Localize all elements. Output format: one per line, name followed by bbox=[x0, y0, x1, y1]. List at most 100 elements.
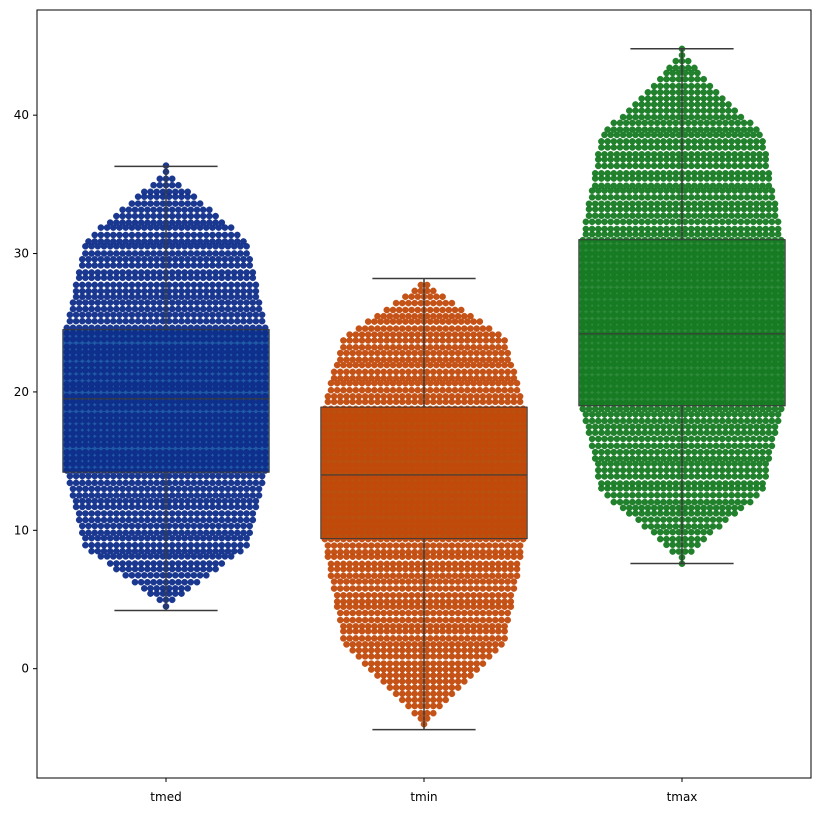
swarm-point bbox=[436, 356, 443, 364]
swarm-point bbox=[398, 542, 406, 549]
swarm-point bbox=[243, 485, 250, 493]
swarm-point bbox=[79, 281, 86, 289]
swarm-point bbox=[199, 454, 207, 462]
swarm-point bbox=[380, 660, 388, 667]
swarm-point bbox=[722, 243, 729, 251]
swarm-point bbox=[230, 385, 238, 393]
swarm-point bbox=[371, 467, 378, 474]
swarm-point bbox=[429, 609, 437, 617]
swarm-point bbox=[585, 336, 593, 344]
swarm-point bbox=[709, 280, 717, 288]
swarm-point bbox=[125, 441, 133, 449]
swarm-point bbox=[218, 367, 226, 374]
swarm-point bbox=[402, 628, 409, 635]
swarm-point bbox=[113, 242, 120, 250]
swarm-point bbox=[604, 243, 611, 251]
swarm-point bbox=[700, 113, 708, 121]
swarm-point bbox=[439, 565, 446, 573]
swarm-point bbox=[261, 367, 269, 374]
swarm-point bbox=[100, 492, 108, 499]
swarm-point bbox=[513, 430, 521, 438]
swarm-point bbox=[672, 292, 680, 300]
swarm-point bbox=[181, 429, 188, 437]
swarm-point bbox=[367, 585, 375, 592]
swarm-point bbox=[367, 609, 375, 617]
swarm-point bbox=[467, 542, 474, 549]
swarm-point bbox=[672, 349, 680, 357]
swarm-point bbox=[402, 485, 409, 492]
swarm-point bbox=[464, 337, 471, 344]
swarm-point bbox=[464, 523, 471, 530]
swarm-point bbox=[100, 448, 108, 456]
swarm-point bbox=[227, 281, 235, 289]
swarm-point bbox=[619, 113, 627, 121]
swarm-point bbox=[386, 553, 394, 561]
swarm-point bbox=[464, 592, 471, 599]
swarm-point bbox=[448, 349, 456, 357]
swarm-point bbox=[482, 417, 490, 424]
swarm-point bbox=[224, 398, 232, 406]
swarm-point bbox=[482, 628, 490, 635]
swarm-point bbox=[190, 224, 198, 231]
swarm-point bbox=[694, 69, 701, 77]
swarm-point bbox=[753, 212, 760, 219]
swarm-point bbox=[579, 305, 587, 312]
swarm-point bbox=[454, 609, 462, 617]
swarm-point bbox=[88, 448, 95, 456]
swarm-point bbox=[470, 565, 477, 573]
swarm-point bbox=[113, 367, 120, 374]
swarm-point bbox=[734, 299, 742, 307]
swarm-point bbox=[666, 175, 673, 182]
swarm-point bbox=[657, 162, 664, 170]
swarm-point bbox=[451, 454, 459, 462]
swarm-point bbox=[383, 331, 391, 338]
swarm-point bbox=[626, 156, 633, 163]
swarm-point bbox=[635, 256, 642, 263]
swarm-point bbox=[688, 162, 695, 170]
swarm-point bbox=[457, 448, 465, 455]
swarm-point bbox=[513, 523, 521, 530]
swarm-point bbox=[485, 653, 493, 660]
swarm-point bbox=[647, 205, 655, 213]
swarm-point bbox=[728, 342, 735, 350]
swarm-point bbox=[759, 324, 766, 331]
swarm-point bbox=[429, 684, 437, 691]
swarm-point bbox=[777, 262, 785, 270]
swarm-point bbox=[460, 585, 468, 592]
swarm-point bbox=[224, 361, 232, 369]
swarm-point bbox=[488, 430, 496, 438]
swarm-point bbox=[162, 411, 170, 419]
swarm-point bbox=[439, 492, 446, 500]
swarm-point bbox=[408, 361, 415, 369]
swarm-point bbox=[719, 230, 726, 238]
swarm-point bbox=[700, 187, 708, 194]
swarm-point bbox=[100, 385, 108, 393]
swarm-point bbox=[150, 242, 157, 250]
swarm-point bbox=[193, 206, 201, 214]
swarm-point bbox=[495, 379, 502, 387]
swarm-point bbox=[340, 510, 347, 517]
swarm-point bbox=[485, 641, 493, 648]
swarm-point bbox=[479, 368, 487, 376]
swarm-point bbox=[371, 430, 378, 438]
swarm-point bbox=[653, 144, 661, 151]
swarm-point bbox=[697, 243, 704, 251]
swarm-point bbox=[728, 274, 735, 281]
swarm-point bbox=[361, 368, 369, 376]
swarm-point bbox=[94, 441, 102, 449]
swarm-point bbox=[255, 441, 263, 449]
swarm-point bbox=[343, 616, 350, 624]
swarm-point bbox=[697, 349, 704, 357]
swarm-point bbox=[196, 231, 204, 239]
swarm-point bbox=[168, 441, 176, 449]
swarm-point bbox=[150, 212, 157, 220]
swarm-point bbox=[510, 553, 518, 561]
swarm-point bbox=[395, 379, 403, 387]
swarm-point bbox=[436, 398, 443, 406]
swarm-point bbox=[255, 404, 263, 412]
swarm-point bbox=[144, 411, 151, 419]
swarm-point bbox=[88, 385, 95, 393]
swarm-point bbox=[371, 592, 378, 599]
swarm-point bbox=[439, 386, 446, 394]
swarm-point bbox=[507, 379, 515, 387]
